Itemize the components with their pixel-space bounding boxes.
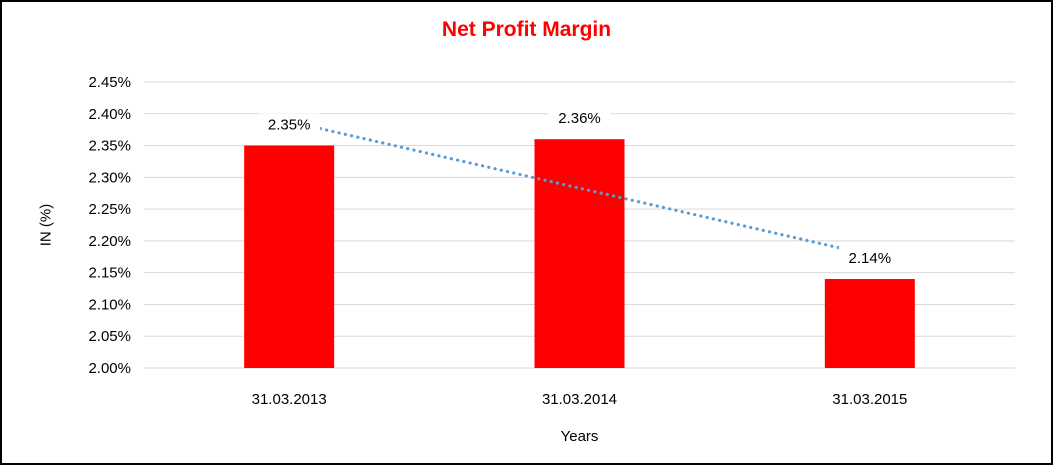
y-tick-label: 2.40% bbox=[88, 106, 131, 123]
x-axis-title: Years bbox=[560, 428, 599, 445]
y-tick-label: 2.35% bbox=[88, 138, 131, 155]
x-tick-label: 31.03.2015 bbox=[832, 391, 907, 408]
chart-title: Net Profit Margin bbox=[441, 18, 612, 41]
x-tick-label: 31.03.2014 bbox=[542, 391, 617, 408]
bar-data-label: 2.36% bbox=[558, 110, 601, 127]
data-label-bg bbox=[258, 113, 321, 134]
data-label-bg bbox=[548, 107, 611, 128]
y-tick-label: 2.05% bbox=[88, 328, 131, 345]
data-label-bg bbox=[838, 247, 901, 268]
x-tick-label: 31.03.2013 bbox=[252, 391, 327, 408]
y-tick-label: 2.25% bbox=[88, 201, 131, 218]
y-tick-label: 2.30% bbox=[88, 169, 131, 186]
bar bbox=[824, 279, 915, 368]
y-tick-label: 2.20% bbox=[88, 233, 131, 250]
bar bbox=[244, 145, 335, 368]
y-tick-label: 2.15% bbox=[88, 265, 131, 282]
bar bbox=[534, 139, 625, 368]
bar-data-label: 2.14% bbox=[849, 250, 892, 267]
y-tick-label: 2.00% bbox=[88, 360, 131, 377]
bar-data-label: 2.35% bbox=[268, 117, 311, 134]
y-tick-label: 2.10% bbox=[88, 296, 131, 313]
y-tick-label: 2.45% bbox=[88, 74, 131, 91]
